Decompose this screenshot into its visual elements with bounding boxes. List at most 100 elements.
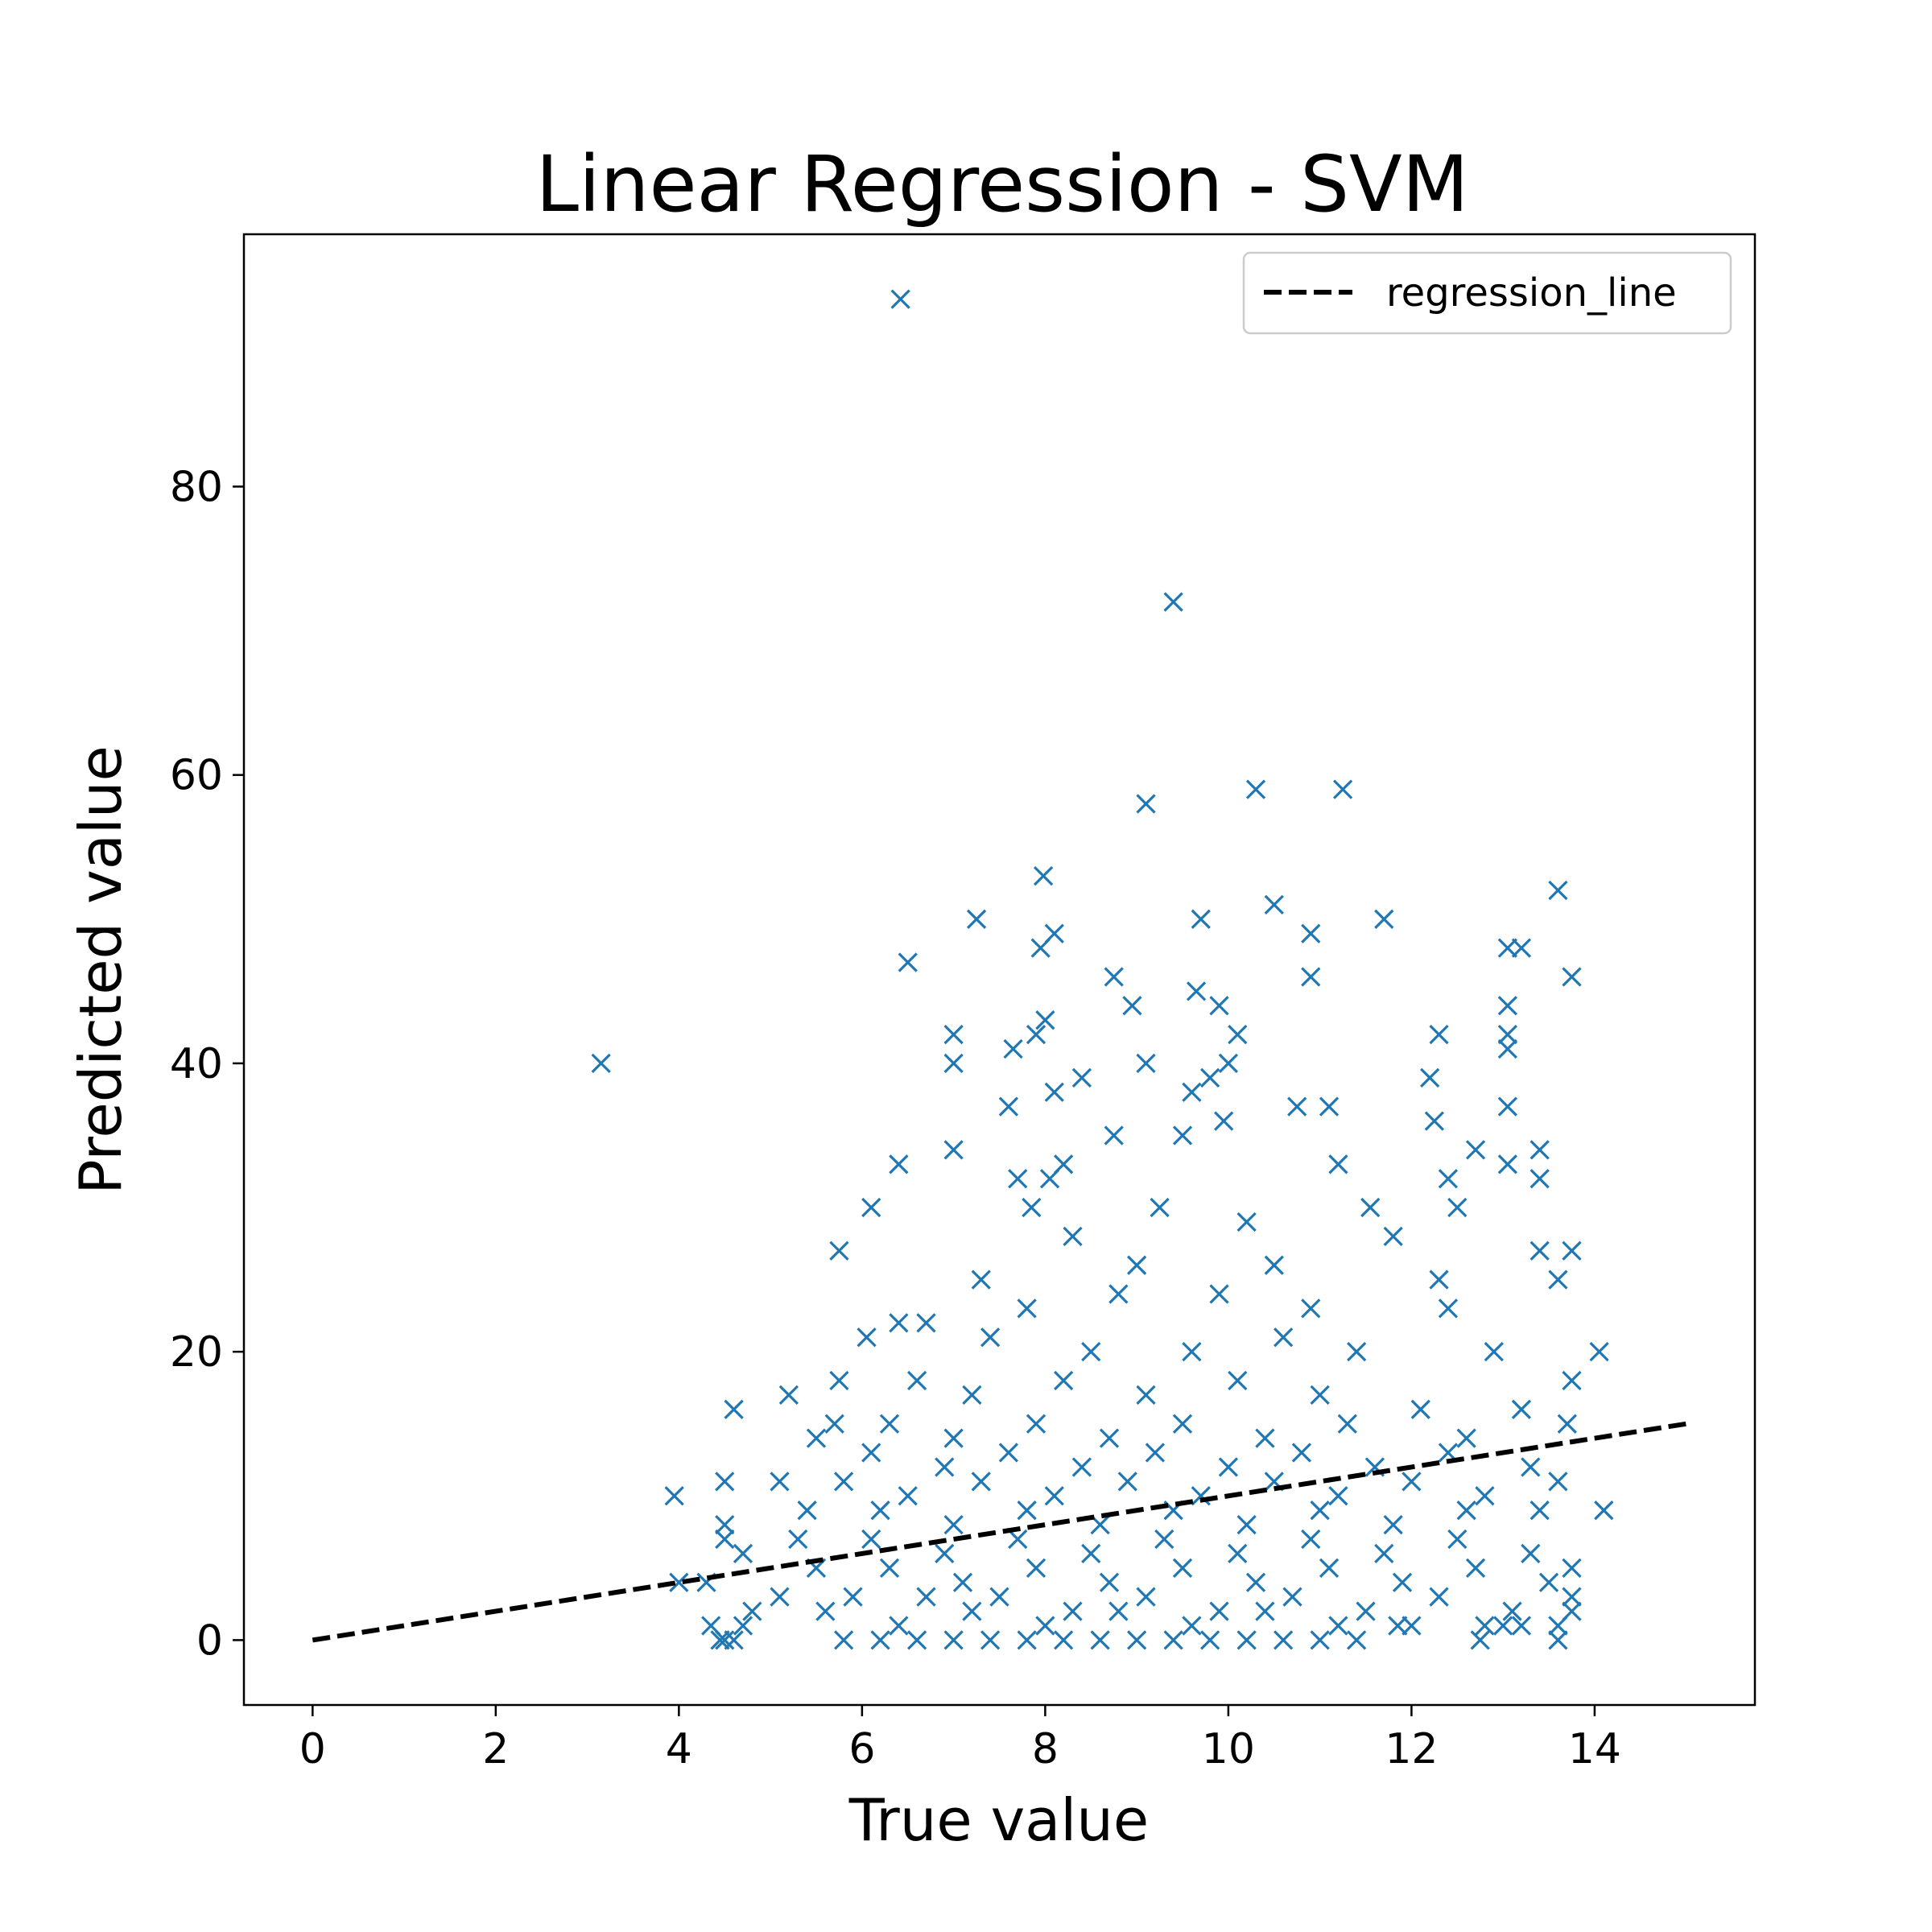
scatter-point bbox=[1420, 1067, 1440, 1088]
points-layer bbox=[591, 289, 1614, 1650]
scatter-point bbox=[829, 1370, 849, 1391]
scatter-point bbox=[806, 1428, 827, 1448]
scatter-point bbox=[843, 1587, 863, 1607]
scatter-point bbox=[1521, 1457, 1541, 1477]
scatter-point bbox=[1122, 996, 1142, 1016]
y-axis-label: Predicted value bbox=[67, 745, 134, 1195]
scatter-point bbox=[1245, 779, 1266, 799]
scatter-point bbox=[952, 1572, 973, 1592]
scatter-point bbox=[815, 1601, 836, 1621]
scatter-point bbox=[1191, 909, 1211, 929]
scatter-point bbox=[1493, 1616, 1513, 1636]
scatter-point bbox=[1511, 1616, 1532, 1636]
scatter-point bbox=[1511, 1399, 1532, 1419]
scatter-point bbox=[1562, 1241, 1582, 1261]
scatter-point bbox=[1548, 1269, 1568, 1290]
scatter-point bbox=[889, 1616, 909, 1636]
scatter-point bbox=[1163, 1630, 1183, 1650]
scatter-point bbox=[1209, 1284, 1229, 1304]
scatter-point bbox=[962, 1601, 982, 1621]
scatter-point bbox=[1388, 1616, 1408, 1636]
scatter-point bbox=[1150, 1197, 1170, 1218]
scatter-point bbox=[1063, 1601, 1083, 1621]
scatter-point bbox=[1497, 1024, 1517, 1045]
scatter-point bbox=[715, 1472, 735, 1492]
scatter-point bbox=[1136, 1587, 1156, 1607]
y-tick-label: 40 bbox=[170, 1040, 223, 1088]
legend-box bbox=[1242, 251, 1732, 335]
scatter-point bbox=[1172, 1558, 1193, 1578]
scatter-point bbox=[1484, 1342, 1504, 1362]
scatter-point bbox=[980, 1630, 1001, 1650]
scatter-point bbox=[890, 289, 910, 309]
scatter-point bbox=[1008, 1529, 1028, 1550]
scatter-point bbox=[1172, 1414, 1193, 1434]
scatter-point bbox=[1245, 1572, 1266, 1592]
x-tick-label: 14 bbox=[1568, 1725, 1621, 1773]
scatter-point bbox=[1530, 1501, 1550, 1521]
regression-line bbox=[312, 1421, 1687, 1643]
scatter-point bbox=[1383, 1226, 1403, 1247]
scatter-point bbox=[1136, 1385, 1156, 1406]
scatter-point bbox=[966, 909, 987, 929]
scatter-point bbox=[1429, 1024, 1449, 1045]
scatter-point bbox=[1182, 1616, 1202, 1636]
y-tick-label: 80 bbox=[170, 463, 223, 511]
scatter-point bbox=[1030, 938, 1051, 958]
scatter-point bbox=[1236, 1514, 1257, 1535]
scatter-point bbox=[1274, 1630, 1294, 1650]
scatter-point bbox=[1502, 1601, 1522, 1621]
scatter-point bbox=[1053, 1370, 1074, 1391]
scatter-point bbox=[1172, 1125, 1193, 1146]
scatter-point bbox=[1044, 1486, 1064, 1506]
scatter-point bbox=[1429, 1587, 1449, 1607]
scatter-point bbox=[1191, 1486, 1211, 1506]
scatter-point bbox=[715, 1630, 735, 1650]
scatter-point bbox=[1374, 909, 1394, 929]
scatter-point bbox=[935, 1543, 955, 1564]
scatter-point bbox=[1562, 1587, 1582, 1607]
scatter-point bbox=[1347, 1342, 1367, 1362]
scatter-point bbox=[1071, 1457, 1092, 1477]
scatter-point bbox=[770, 1472, 790, 1492]
chart-title: Linear Regression - SVM bbox=[535, 139, 1468, 229]
scatter-point bbox=[1497, 996, 1517, 1016]
scatter-point bbox=[1186, 981, 1207, 1001]
scatter-point bbox=[833, 1472, 854, 1492]
scatter-point bbox=[669, 1572, 689, 1592]
scatter-point bbox=[1104, 1125, 1124, 1146]
scatter-point bbox=[1562, 1558, 1582, 1578]
scatter-point bbox=[1255, 1601, 1275, 1621]
scatter-point bbox=[1026, 1558, 1046, 1578]
scatter-point bbox=[1145, 1443, 1166, 1463]
scatter-point bbox=[935, 1457, 955, 1477]
scatter-point bbox=[870, 1630, 890, 1650]
scatter-point bbox=[1200, 1067, 1220, 1088]
scatter-point bbox=[1410, 1399, 1430, 1419]
scatter-point bbox=[1497, 1154, 1517, 1174]
scatter-point bbox=[1035, 1010, 1055, 1030]
scatter-point bbox=[998, 1096, 1019, 1117]
scatter-point bbox=[1117, 1472, 1137, 1492]
scatter-point bbox=[861, 1197, 881, 1218]
scatter-point bbox=[715, 1514, 735, 1535]
scatter-point bbox=[898, 952, 918, 972]
scatter-point bbox=[879, 1414, 900, 1434]
scatter-point bbox=[962, 1385, 982, 1406]
scatter-point bbox=[1347, 1630, 1367, 1650]
scatter-point bbox=[1236, 1630, 1257, 1650]
scatter-point bbox=[1209, 1601, 1229, 1621]
y-tick-label: 20 bbox=[170, 1328, 223, 1377]
x-tick-label: 6 bbox=[848, 1725, 875, 1773]
x-tick-label: 8 bbox=[1032, 1725, 1059, 1773]
scatter-point bbox=[1328, 1486, 1348, 1506]
scatter-point bbox=[1497, 1096, 1517, 1117]
scatter-point bbox=[1438, 1169, 1459, 1189]
scatter-point bbox=[889, 1313, 909, 1333]
plot-frame bbox=[242, 233, 1757, 1707]
scatter-point bbox=[989, 1587, 1009, 1607]
scatter-point bbox=[1392, 1572, 1413, 1592]
scatter-point bbox=[879, 1558, 900, 1578]
scatter-point bbox=[1026, 1414, 1046, 1434]
scatter-point bbox=[1456, 1428, 1476, 1448]
